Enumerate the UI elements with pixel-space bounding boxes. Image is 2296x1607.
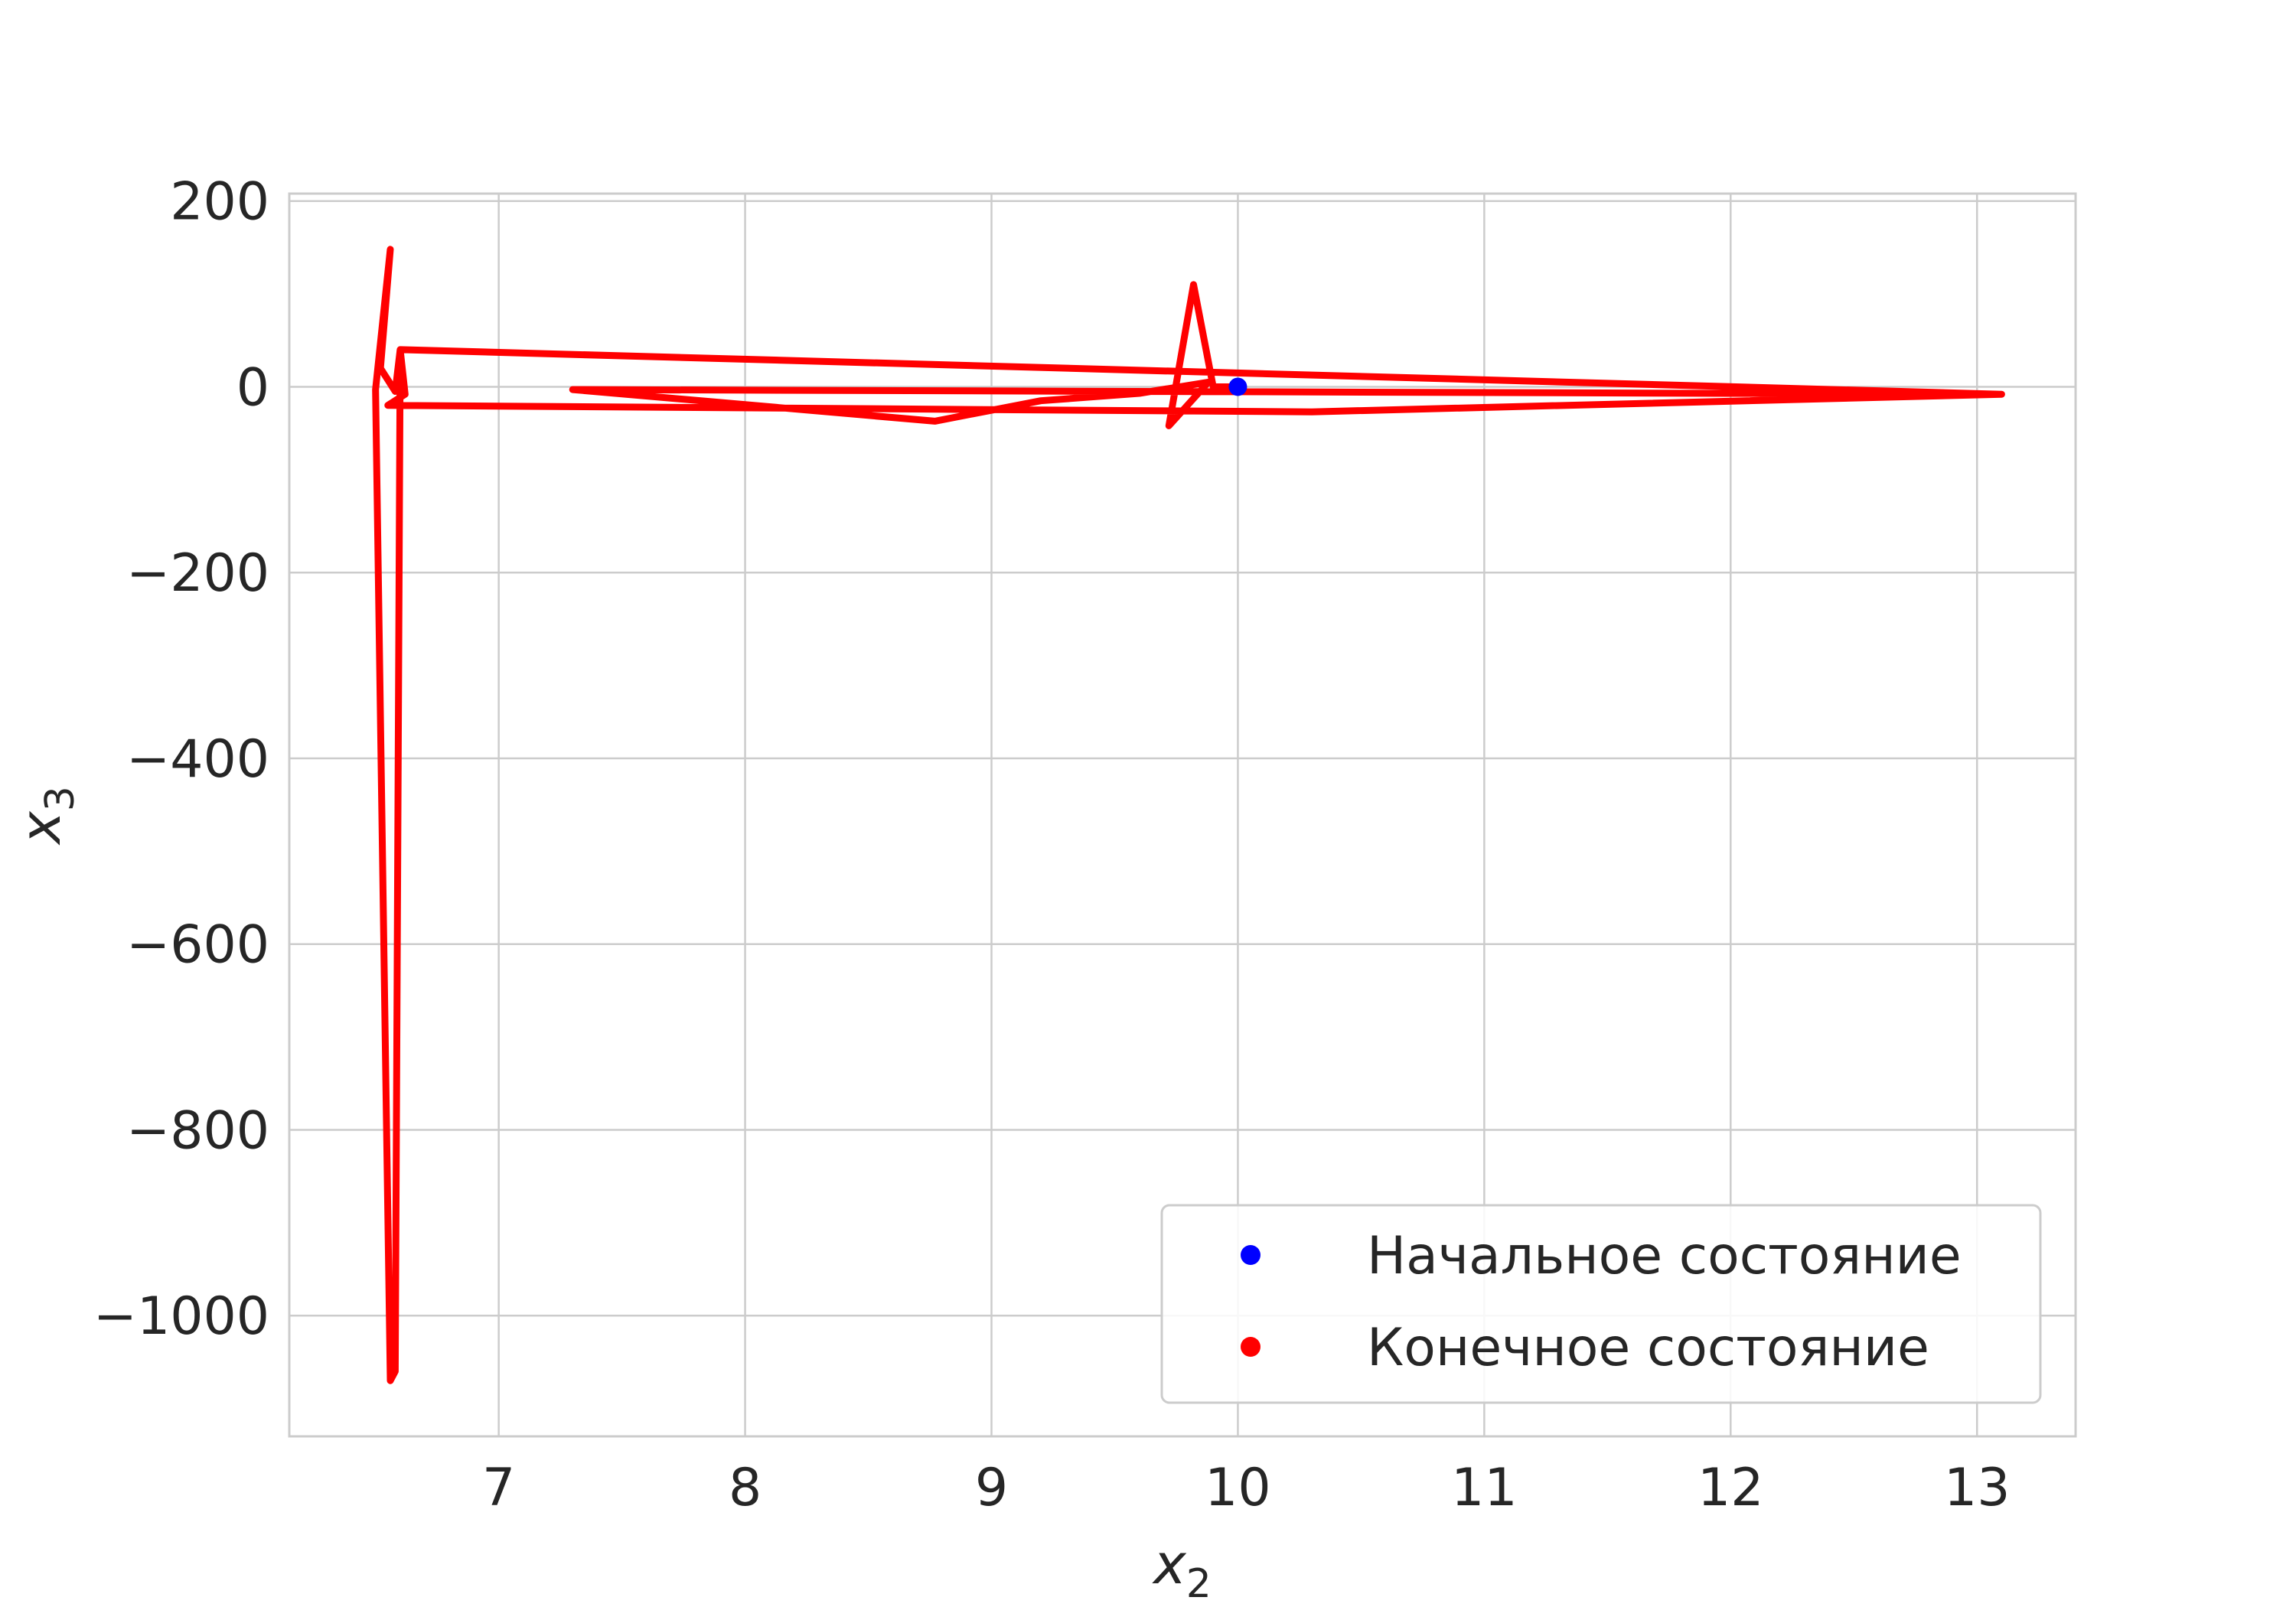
y-axis-label-sub: 3 xyxy=(38,786,83,811)
start-point xyxy=(1228,377,1247,396)
legend-marker-start xyxy=(1241,1245,1261,1265)
y-tick-label: −600 xyxy=(126,915,269,976)
legend-label-start: Начальное состояние xyxy=(1367,1226,1962,1286)
x-tick-label: 8 xyxy=(729,1458,762,1518)
trajectory-line xyxy=(372,246,2005,1384)
x-axis-label: x2 xyxy=(1152,1532,1212,1607)
y-tick-label: 0 xyxy=(236,357,269,418)
x-tick-labels: 7 8 9 10 11 12 13 xyxy=(482,1458,2010,1518)
y-tick-label: −800 xyxy=(126,1100,269,1161)
y-tick-label: −200 xyxy=(126,543,269,604)
x-tick-label: 12 xyxy=(1698,1458,1764,1518)
y-tick-labels: 200 0 −200 −400 −600 −800 −1000 xyxy=(93,172,269,1348)
y-tick-label: −400 xyxy=(126,729,269,790)
y-axis-label-base: x xyxy=(8,810,73,846)
legend-label-end: Конечное состояние xyxy=(1367,1318,1929,1378)
y-tick-label: 200 xyxy=(170,172,269,233)
legend-marker-end xyxy=(1241,1337,1261,1357)
x-tick-label: 9 xyxy=(975,1458,1008,1518)
x-axis-label-base: x xyxy=(1152,1532,1187,1596)
x-axis-label-sub: 2 xyxy=(1186,1561,1212,1607)
x-tick-label: 11 xyxy=(1451,1458,1518,1518)
y-tick-label: −1000 xyxy=(93,1286,269,1347)
x-tick-label: 10 xyxy=(1205,1458,1271,1518)
legend: Начальное состояние Конечное состояние xyxy=(1160,1204,2042,1404)
x-tick-label: 13 xyxy=(1944,1458,2011,1518)
x-tick-label: 7 xyxy=(482,1458,515,1518)
y-axis-label: x3 xyxy=(8,786,83,846)
legend-box xyxy=(1160,1204,2042,1404)
